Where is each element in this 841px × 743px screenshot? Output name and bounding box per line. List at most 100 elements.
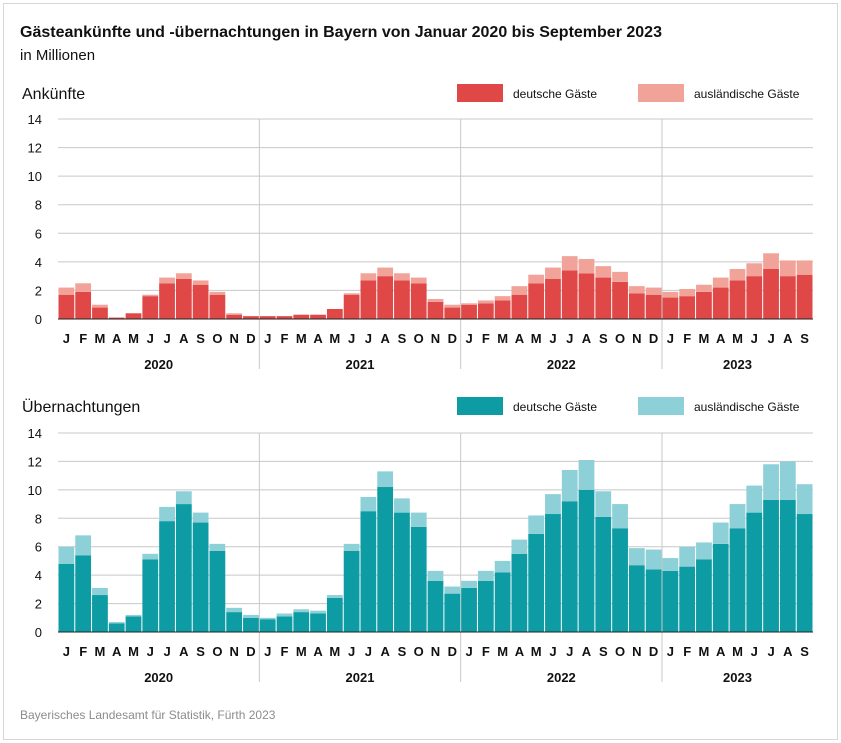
nights-month-label: D — [649, 644, 658, 659]
arrivals-ytick-label: 4 — [35, 255, 42, 270]
arrivals-bar-foreign — [679, 289, 696, 297]
arrivals-bar-foreign — [360, 273, 377, 281]
arrivals-bar-domestic — [209, 294, 226, 319]
nights-month-label: S — [599, 644, 608, 659]
nights-month-label: A — [716, 644, 726, 659]
arrivals-month-label: D — [448, 331, 457, 346]
nights-month-label: F — [482, 644, 490, 659]
arrivals-bar-foreign — [394, 273, 410, 281]
nights-month-label: N — [229, 644, 238, 659]
arrivals-month-label: M — [699, 331, 710, 346]
arrivals-bar-foreign — [410, 277, 427, 284]
nights-month-label: D — [448, 644, 457, 659]
arrivals-bar-domestic — [696, 291, 712, 319]
arrivals-month-label: N — [632, 331, 641, 346]
nights-bar-domestic — [92, 595, 108, 632]
nights-year-label: 2021 — [346, 670, 375, 685]
nights-bar-foreign — [276, 613, 293, 617]
nights-bar-domestic — [679, 566, 696, 632]
nights-bar-domestic — [259, 619, 276, 632]
nights-month-label: J — [767, 644, 774, 659]
arrivals-bar-domestic — [125, 313, 142, 319]
arrivals-bar-domestic — [645, 294, 662, 319]
nights-month-label: A — [515, 644, 525, 659]
nights-year-label: 2022 — [547, 670, 576, 685]
nights-bar-foreign — [477, 570, 494, 581]
nights-bar-foreign — [410, 512, 427, 527]
arrivals-month-label: A — [313, 331, 323, 346]
arrivals-month-label: A — [582, 331, 592, 346]
nights-bar-foreign — [259, 617, 276, 620]
nights-bar-foreign — [360, 496, 377, 512]
nights-bar-foreign — [92, 587, 108, 596]
arrivals-bar-foreign — [545, 267, 561, 279]
nights-bar-domestic — [645, 569, 662, 632]
nights-bar-foreign — [243, 614, 259, 618]
arrivals-month-label: J — [566, 331, 573, 346]
nights-month-label: M — [732, 644, 743, 659]
nights-bar-domestic — [528, 533, 545, 632]
arrivals-bar-foreign — [343, 293, 360, 295]
arrivals-year-label: 2021 — [346, 357, 375, 372]
nights-month-label: J — [147, 644, 154, 659]
arrivals-bar-foreign — [528, 274, 545, 284]
arrivals-month-label: M — [732, 331, 743, 346]
nights-bar-foreign — [729, 504, 746, 529]
arrivals-bar-foreign — [595, 266, 612, 278]
nights-ytick-label: 8 — [35, 511, 42, 526]
nights-bar-domestic — [142, 559, 159, 632]
nights-bar-domestic — [796, 514, 813, 632]
nights-bar-domestic — [427, 580, 444, 632]
arrivals-month-label: F — [482, 331, 490, 346]
nights-bar-domestic — [226, 612, 243, 632]
arrivals-bar-domestic — [461, 304, 477, 319]
nights-bar-domestic — [243, 617, 259, 632]
arrivals-bar-foreign — [92, 304, 108, 308]
nights-month-label: S — [800, 644, 809, 659]
nights-bar-domestic — [729, 528, 746, 632]
arrivals-month-label: J — [365, 331, 372, 346]
arrivals-month-label: J — [63, 331, 70, 346]
arrivals-month-label: A — [783, 331, 793, 346]
arrivals-bar-foreign — [142, 294, 159, 297]
nights-bar-domestic — [192, 522, 209, 632]
nights-bar-foreign — [578, 460, 595, 490]
nights-ytick-label: 12 — [28, 454, 42, 469]
arrivals-month-label: O — [212, 331, 222, 346]
nights-bar-domestic — [477, 580, 494, 632]
arrivals-bar-domestic — [679, 296, 696, 319]
nights-month-label: M — [95, 644, 106, 659]
arrivals-bar-domestic — [192, 284, 209, 319]
nights-month-label: A — [179, 644, 189, 659]
arrivals-bar-domestic — [310, 314, 326, 319]
nights-month-label: O — [414, 644, 424, 659]
arrivals-month-label: J — [264, 331, 271, 346]
arrivals-month-label: M — [497, 331, 508, 346]
nights-bar-domestic — [511, 553, 528, 632]
arrivals-bar-foreign — [578, 259, 595, 274]
nights-bar-foreign — [142, 553, 159, 560]
nights-bar-domestic — [360, 511, 377, 632]
chart-subtitle: in Millionen — [20, 47, 96, 64]
arrivals-month-label: O — [615, 331, 625, 346]
nights-bar-foreign — [175, 491, 192, 505]
arrivals-bar-foreign — [511, 286, 528, 295]
nights-bar-domestic — [410, 526, 427, 632]
arrivals-month-label: M — [128, 331, 139, 346]
nights-bar-domestic — [779, 499, 796, 632]
arrivals-bar-domestic — [276, 316, 293, 319]
nights-bar-foreign — [679, 546, 696, 567]
nights-bar-domestic — [326, 597, 343, 632]
nights-bar-foreign — [763, 464, 779, 500]
nights-ytick-label: 6 — [35, 540, 42, 555]
nights-year-label: 2020 — [144, 670, 173, 685]
nights-ytick-label: 4 — [35, 568, 42, 583]
nights-month-label: A — [112, 644, 122, 659]
arrivals-bar-domestic — [360, 280, 377, 319]
arrivals-bar-domestic — [796, 274, 813, 319]
arrivals-bar-domestic — [175, 279, 192, 319]
arrivals-bar-foreign — [461, 303, 477, 305]
chart-title: Gästeankünfte und -übernachtungen in Bay… — [20, 24, 662, 41]
nights-bar-domestic — [712, 543, 729, 632]
nights-month-label: M — [531, 644, 542, 659]
